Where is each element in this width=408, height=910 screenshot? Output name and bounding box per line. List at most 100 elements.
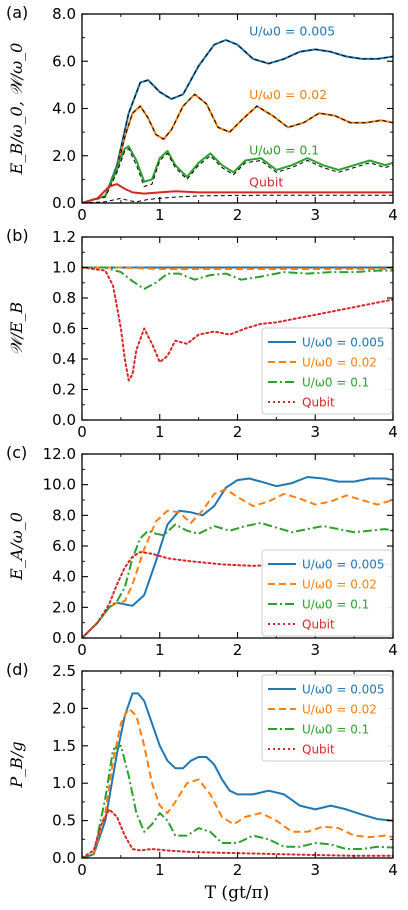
x-tick-label: 0 bbox=[77, 641, 87, 659]
y-tick-label: 4.0 bbox=[52, 568, 76, 586]
x-tick-label: 2 bbox=[233, 206, 243, 224]
legend-box bbox=[261, 674, 393, 762]
series-line bbox=[82, 266, 393, 290]
series-line bbox=[82, 488, 393, 638]
y-tick-label: 2.0 bbox=[52, 699, 76, 717]
series-group bbox=[82, 39, 393, 203]
series-group bbox=[82, 266, 393, 382]
panel-label: (a) bbox=[6, 3, 28, 22]
x-tick-label: 3 bbox=[310, 861, 320, 879]
x-tick-label: 3 bbox=[310, 206, 320, 224]
y-tick-label: 0.4 bbox=[52, 350, 76, 368]
legend-label: Qubit bbox=[302, 743, 335, 757]
y-tick-label: 0.0 bbox=[52, 411, 76, 429]
panel-1: 0 1 2 3 4 0.0 2.0 4.0 6.0 8.0 (a) E_B/ω_0, 𝒲/ω_0 U/ω… bbox=[6, 3, 398, 224]
legend-label: U/ω0 = 0.005 bbox=[302, 336, 385, 350]
x-tick-label: 3 bbox=[310, 423, 320, 441]
x-tick-label: 4 bbox=[388, 641, 398, 659]
y-tick-label: 1.0 bbox=[52, 774, 76, 792]
series-line bbox=[82, 266, 393, 382]
y-tick-label: 8.0 bbox=[52, 506, 76, 524]
legend-label: Qubit bbox=[302, 618, 335, 632]
x-tick-label: 3 bbox=[310, 641, 320, 659]
series-line bbox=[82, 707, 393, 858]
x-tick-label: 1 bbox=[155, 641, 165, 659]
series-line bbox=[82, 93, 393, 203]
legend-label: U/ω0 = 0.005 bbox=[302, 558, 385, 572]
series-group bbox=[82, 692, 393, 858]
legend-box bbox=[261, 327, 393, 415]
legend-label: U/ω0 = 0.1 bbox=[302, 723, 369, 737]
panel-label: (c) bbox=[6, 443, 27, 462]
panel-4: 0 1 2 3 4 0.0 0.5 1.0 1.5 2.0 2.5 (d) P_B/g U/ω0 = 0.… bbox=[6, 660, 398, 879]
legend: U/ω0 = 0.005 U/ω0 = 0.02 U/ω0 = 0.1 Qubit bbox=[261, 327, 393, 415]
series-annotation: Qubit bbox=[249, 174, 283, 189]
y-tick-label: 1.5 bbox=[52, 737, 76, 755]
y-axis-label: P_B/g bbox=[7, 741, 26, 788]
panel-2: 0 1 2 3 4 0.0 0.2 0.4 0.6 0.8 1.0 1.2 (b) 𝒲/E_B U/ω0 =… bbox=[6, 226, 398, 441]
y-tick-label: 2.0 bbox=[52, 598, 76, 616]
y-tick-label: 2.0 bbox=[52, 147, 76, 165]
y-tick-label: 0.0 bbox=[52, 629, 76, 647]
series-line bbox=[82, 183, 393, 203]
series-line bbox=[82, 39, 393, 203]
y-tick-label: 8.0 bbox=[52, 5, 76, 23]
x-tick-label: 4 bbox=[388, 423, 398, 441]
legend-label: U/ω0 = 0.1 bbox=[302, 376, 369, 390]
y-tick-label: 0.0 bbox=[52, 194, 76, 212]
series-line bbox=[82, 194, 393, 203]
panel-label: (d) bbox=[6, 660, 29, 679]
series-annotation: U/ω0 = 0.005 bbox=[249, 23, 335, 38]
legend-label: U/ω0 = 0.02 bbox=[302, 578, 377, 592]
series-line bbox=[82, 148, 393, 203]
x-tick-label: 1 bbox=[155, 206, 165, 224]
x-tick-label: 0 bbox=[77, 423, 87, 441]
y-tick-label: 0.8 bbox=[52, 289, 76, 307]
axes-frame bbox=[81, 13, 394, 204]
x-tick-label: 2 bbox=[233, 423, 243, 441]
series-line bbox=[82, 145, 393, 203]
legend-box bbox=[261, 549, 393, 637]
x-tick-label: 1 bbox=[155, 423, 165, 441]
y-tick-label: 10.0 bbox=[43, 476, 76, 494]
x-tick-label: 4 bbox=[388, 861, 398, 879]
y-axis-label: 𝒲/E_B bbox=[7, 301, 26, 355]
y-tick-label: 0.5 bbox=[52, 812, 76, 830]
series-line bbox=[82, 522, 393, 638]
series-line bbox=[82, 744, 393, 858]
y-tick-label: 1.2 bbox=[52, 228, 76, 246]
y-tick-label: 2.5 bbox=[52, 662, 76, 680]
y-tick-label: 12.0 bbox=[43, 445, 76, 463]
y-axis-label: E_A/ω_0 bbox=[7, 512, 26, 581]
x-tick-label: 0 bbox=[77, 861, 87, 879]
legend-label: U/ω0 = 0.005 bbox=[302, 683, 385, 697]
y-tick-label: 0.2 bbox=[52, 381, 76, 399]
x-tick-label: 4 bbox=[388, 206, 398, 224]
series-line bbox=[82, 808, 393, 858]
x-tick-label: 2 bbox=[233, 641, 243, 659]
panel-label: (b) bbox=[6, 226, 29, 245]
series-line bbox=[82, 692, 393, 858]
y-tick-label: 6.0 bbox=[52, 537, 76, 555]
x-tick-label: 0 bbox=[77, 206, 87, 224]
y-tick-label: 0.0 bbox=[52, 849, 76, 867]
legend: U/ω0 = 0.005 U/ω0 = 0.02 U/ω0 = 0.1 Qubit bbox=[261, 549, 393, 637]
legend-label: U/ω0 = 0.02 bbox=[302, 703, 377, 717]
panel-3: 0 1 2 3 4 0.0 2.0 4.0 6.0 8.0 10.0 12.0 (c) E_A/ω_0 U/… bbox=[6, 443, 398, 659]
legend-label: Qubit bbox=[302, 396, 335, 410]
y-tick-label: 0.6 bbox=[52, 320, 76, 338]
y-tick-label: 4.0 bbox=[52, 100, 76, 118]
y-tick-label: 6.0 bbox=[52, 52, 76, 70]
series-annotation: U/ω0 = 0.1 bbox=[249, 143, 319, 158]
y-axis-label: E_B/ω_0, 𝒲/ω_0 bbox=[7, 43, 26, 176]
x-tick-label: 2 bbox=[233, 861, 243, 879]
x-axis-label: T (gt/π) bbox=[205, 883, 270, 903]
x-tick-label: 1 bbox=[155, 861, 165, 879]
legend: U/ω0 = 0.005 U/ω0 = 0.02 U/ω0 = 0.1 Qubit bbox=[261, 674, 393, 762]
legend-label: U/ω0 = 0.02 bbox=[302, 356, 377, 370]
series-annotation: U/ω0 = 0.02 bbox=[249, 87, 327, 102]
y-tick-label: 1.0 bbox=[52, 259, 76, 277]
series-line bbox=[82, 476, 393, 638]
series-line bbox=[82, 266, 393, 270]
